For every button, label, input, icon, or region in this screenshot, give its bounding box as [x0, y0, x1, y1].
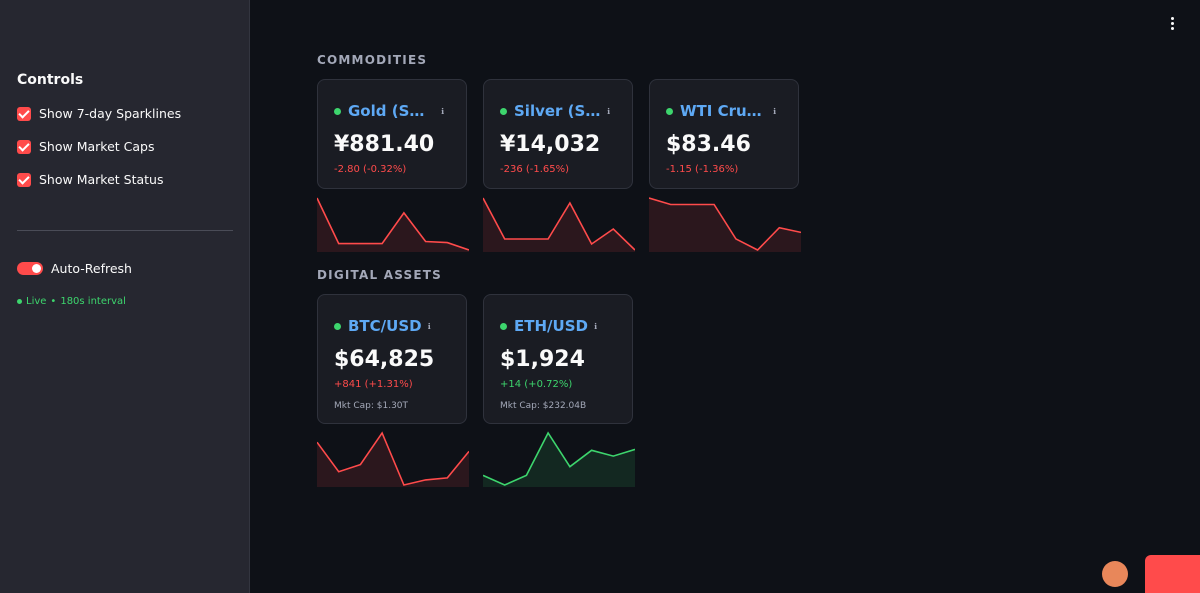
sparkline-area — [483, 433, 635, 487]
metric-card: BTC/USD ℹ $64,825 +841 (+1.31%) Mkt Cap: $1.… — [317, 294, 467, 424]
sidebar-title: Controls — [17, 72, 84, 88]
card-name-row: ETH/USD ℹ — [500, 317, 610, 335]
status: Live • 180s interval — [17, 296, 126, 307]
card-name: Gold (SHFE) — [348, 102, 435, 120]
card-change: +841 (+1.31%) — [334, 379, 413, 390]
info-icon: ℹ — [593, 321, 597, 331]
sparkline — [317, 197, 469, 252]
sparkline — [483, 431, 635, 487]
status-dot — [666, 107, 673, 115]
checkbox[interactable]: Show Market Caps — [17, 139, 154, 154]
card-name-row: WTI Crude ℹ — [666, 102, 776, 120]
info-icon: ℹ — [772, 106, 776, 116]
info-icon: ℹ — [606, 106, 610, 116]
market-cap: Mkt Cap: $1.30T — [334, 401, 409, 411]
card-price: $64,825 — [334, 347, 435, 372]
sparkline-area — [483, 198, 635, 252]
sparkline — [649, 197, 801, 252]
sparkline — [483, 197, 635, 252]
metric-card: Gold (SHFE) ℹ ¥881.40 -2.80 (-0.32%) — [317, 79, 467, 189]
streamlit-badge[interactable] — [1145, 555, 1200, 593]
status-dot — [500, 107, 507, 115]
section-title: COMMODITIES — [317, 53, 428, 67]
card-price: ¥14,032 — [500, 132, 601, 157]
market-cap: Mkt Cap: $232.04B — [500, 401, 587, 411]
status-dot — [334, 107, 341, 115]
card-price: $83.46 — [666, 132, 751, 157]
info-icon: ℹ — [440, 106, 444, 116]
card-change: -236 (-1.65%) — [500, 164, 570, 175]
sparkline-line — [317, 197, 469, 251]
card-name-row: BTC/USD ℹ — [334, 317, 444, 335]
card-price: $1,924 — [500, 347, 585, 372]
card-name-row: Silver (SHFE) ℹ — [500, 102, 610, 120]
sidebar: Controls Show 7-day Sparklines Show Marke… — [0, 0, 250, 593]
sparkline-area — [649, 198, 801, 252]
status-label: Live — [26, 296, 47, 307]
sparkline-line — [483, 197, 635, 251]
status-dot — [334, 322, 341, 330]
metric-card: Silver (SHFE) ℹ ¥14,032 -236 (-1.65%) — [483, 79, 633, 189]
checkbox-box — [17, 172, 31, 187]
sparkline-area — [317, 198, 469, 252]
metric-card: ETH/USD ℹ $1,924 +14 (+0.72%) Mkt Cap: $232.… — [483, 294, 633, 424]
sparkline-line — [649, 197, 801, 251]
section-title: DIGITAL ASSETS — [317, 268, 442, 282]
card-name: WTI Crude — [680, 102, 767, 120]
checkbox-box — [17, 139, 31, 154]
checkbox-label: Show Market Caps — [39, 139, 155, 154]
checkbox-label: Show Market Status — [39, 172, 164, 187]
info-icon: ℹ — [427, 321, 431, 331]
avatar[interactable] — [1102, 561, 1128, 587]
menu-button[interactable] — [1171, 17, 1175, 32]
card-change: -2.80 (-0.32%) — [334, 164, 407, 175]
checkbox-box — [17, 106, 31, 121]
toggle-switch[interactable] — [17, 262, 43, 275]
card-name: ETH/USD — [514, 317, 588, 335]
card-name: Silver (SHFE) — [514, 102, 601, 120]
sparkline-line — [483, 431, 635, 486]
toggle-label: Auto-Refresh — [51, 261, 132, 276]
sparkline-line — [317, 431, 469, 486]
card-name-row: Gold (SHFE) ℹ — [334, 102, 444, 120]
divider — [17, 230, 233, 231]
card-change: -1.15 (-1.36%) — [666, 164, 739, 175]
status-interval: 180s interval — [60, 296, 126, 307]
status-sep: • — [50, 296, 57, 307]
card-name: BTC/USD — [348, 317, 422, 335]
toggle[interactable]: Auto-Refresh — [17, 261, 132, 276]
status-dot — [500, 322, 507, 330]
card-change: +14 (+0.72%) — [500, 379, 573, 390]
status-dot — [17, 299, 22, 304]
sparkline — [317, 431, 469, 487]
checkbox[interactable]: Show Market Status — [17, 172, 163, 187]
card-price: ¥881.40 — [334, 132, 435, 157]
checkbox-label: Show 7-day Sparklines — [39, 106, 182, 121]
metric-card: WTI Crude ℹ $83.46 -1.15 (-1.36%) — [649, 79, 799, 189]
checkbox[interactable]: Show 7-day Sparklines — [17, 106, 181, 121]
